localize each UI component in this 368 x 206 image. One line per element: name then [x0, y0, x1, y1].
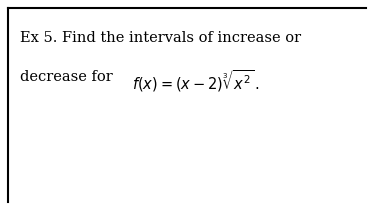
- Text: Ex 5. Find the intervals of increase or: Ex 5. Find the intervals of increase or: [20, 32, 301, 46]
- Text: $f(x) = (x-2)\sqrt[3]{x^2}\,.$: $f(x) = (x-2)\sqrt[3]{x^2}\,.$: [132, 68, 259, 94]
- Text: decrease for: decrease for: [20, 70, 122, 84]
